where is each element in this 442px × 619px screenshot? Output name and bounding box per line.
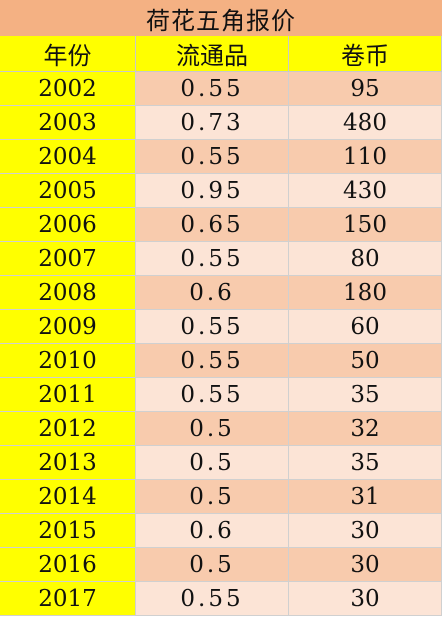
roll-price-cell: 110: [289, 140, 442, 174]
roll-price-cell: 30: [289, 548, 442, 582]
table-row: 2010 0.55 50: [0, 344, 442, 378]
year-cell: 2013: [0, 446, 136, 480]
table-row: 2005 0.95 430: [0, 174, 442, 208]
roll-price-cell: 35: [289, 378, 442, 412]
table-title: 荷花五角报价: [0, 0, 442, 37]
table-row: 2008 0.6 180: [0, 276, 442, 310]
table-row: 2014 0.5 31: [0, 480, 442, 514]
year-cell: 2009: [0, 310, 136, 344]
year-cell: 2003: [0, 106, 136, 140]
circulation-price-cell: 0.6: [136, 276, 289, 310]
circulation-price-cell: 0.55: [136, 140, 289, 174]
table-row: 2003 0.73 480: [0, 106, 442, 140]
roll-price-cell: 31: [289, 480, 442, 514]
roll-price-cell: 180: [289, 276, 442, 310]
roll-price-cell: 430: [289, 174, 442, 208]
header-row: 年份 流通品 卷币: [0, 36, 442, 72]
circulation-price-cell: 0.55: [136, 310, 289, 344]
table-row: 2015 0.6 30: [0, 514, 442, 548]
year-cell: 2016: [0, 548, 136, 582]
table-row: 2009 0.55 60: [0, 310, 442, 344]
table-row: 2002 0.55 95: [0, 72, 442, 106]
table-row: 2004 0.55 110: [0, 140, 442, 174]
header-year: 年份: [0, 36, 136, 72]
year-cell: 2005: [0, 174, 136, 208]
year-cell: 2007: [0, 242, 136, 276]
table-row: 2013 0.5 35: [0, 446, 442, 480]
circulation-price-cell: 0.65: [136, 208, 289, 242]
circulation-price-cell: 0.5: [136, 446, 289, 480]
roll-price-cell: 35: [289, 446, 442, 480]
table-row: 2017 0.55 30: [0, 582, 442, 616]
table-row: 2007 0.55 80: [0, 242, 442, 276]
circulation-price-cell: 0.55: [136, 344, 289, 378]
roll-price-cell: 95: [289, 72, 442, 106]
roll-price-cell: 30: [289, 582, 442, 616]
roll-price-cell: 50: [289, 344, 442, 378]
table-row: 2011 0.55 35: [0, 378, 442, 412]
year-cell: 2015: [0, 514, 136, 548]
circulation-price-cell: 0.6: [136, 514, 289, 548]
year-cell: 2008: [0, 276, 136, 310]
roll-price-cell: 30: [289, 514, 442, 548]
table-row: 2006 0.65 150: [0, 208, 442, 242]
circulation-price-cell: 0.55: [136, 242, 289, 276]
year-cell: 2017: [0, 582, 136, 616]
table-row: 2016 0.5 30: [0, 548, 442, 582]
circulation-price-cell: 0.55: [136, 582, 289, 616]
circulation-price-cell: 0.5: [136, 480, 289, 514]
year-cell: 2012: [0, 412, 136, 446]
year-cell: 2010: [0, 344, 136, 378]
roll-price-cell: 150: [289, 208, 442, 242]
roll-price-cell: 60: [289, 310, 442, 344]
header-circulation: 流通品: [136, 36, 289, 72]
year-cell: 2014: [0, 480, 136, 514]
table-row: 2012 0.5 32: [0, 412, 442, 446]
circulation-price-cell: 0.55: [136, 378, 289, 412]
year-cell: 2004: [0, 140, 136, 174]
circulation-price-cell: 0.73: [136, 106, 289, 140]
header-roll: 卷币: [289, 36, 442, 72]
year-cell: 2006: [0, 208, 136, 242]
roll-price-cell: 80: [289, 242, 442, 276]
circulation-price-cell: 0.5: [136, 412, 289, 446]
circulation-price-cell: 0.55: [136, 72, 289, 106]
roll-price-cell: 480: [289, 106, 442, 140]
circulation-price-cell: 0.95: [136, 174, 289, 208]
roll-price-cell: 32: [289, 412, 442, 446]
year-cell: 2011: [0, 378, 136, 412]
table-body: 2002 0.55 95 2003 0.73 480 2004 0.55 110…: [0, 72, 442, 616]
circulation-price-cell: 0.5: [136, 548, 289, 582]
year-cell: 2002: [0, 72, 136, 106]
